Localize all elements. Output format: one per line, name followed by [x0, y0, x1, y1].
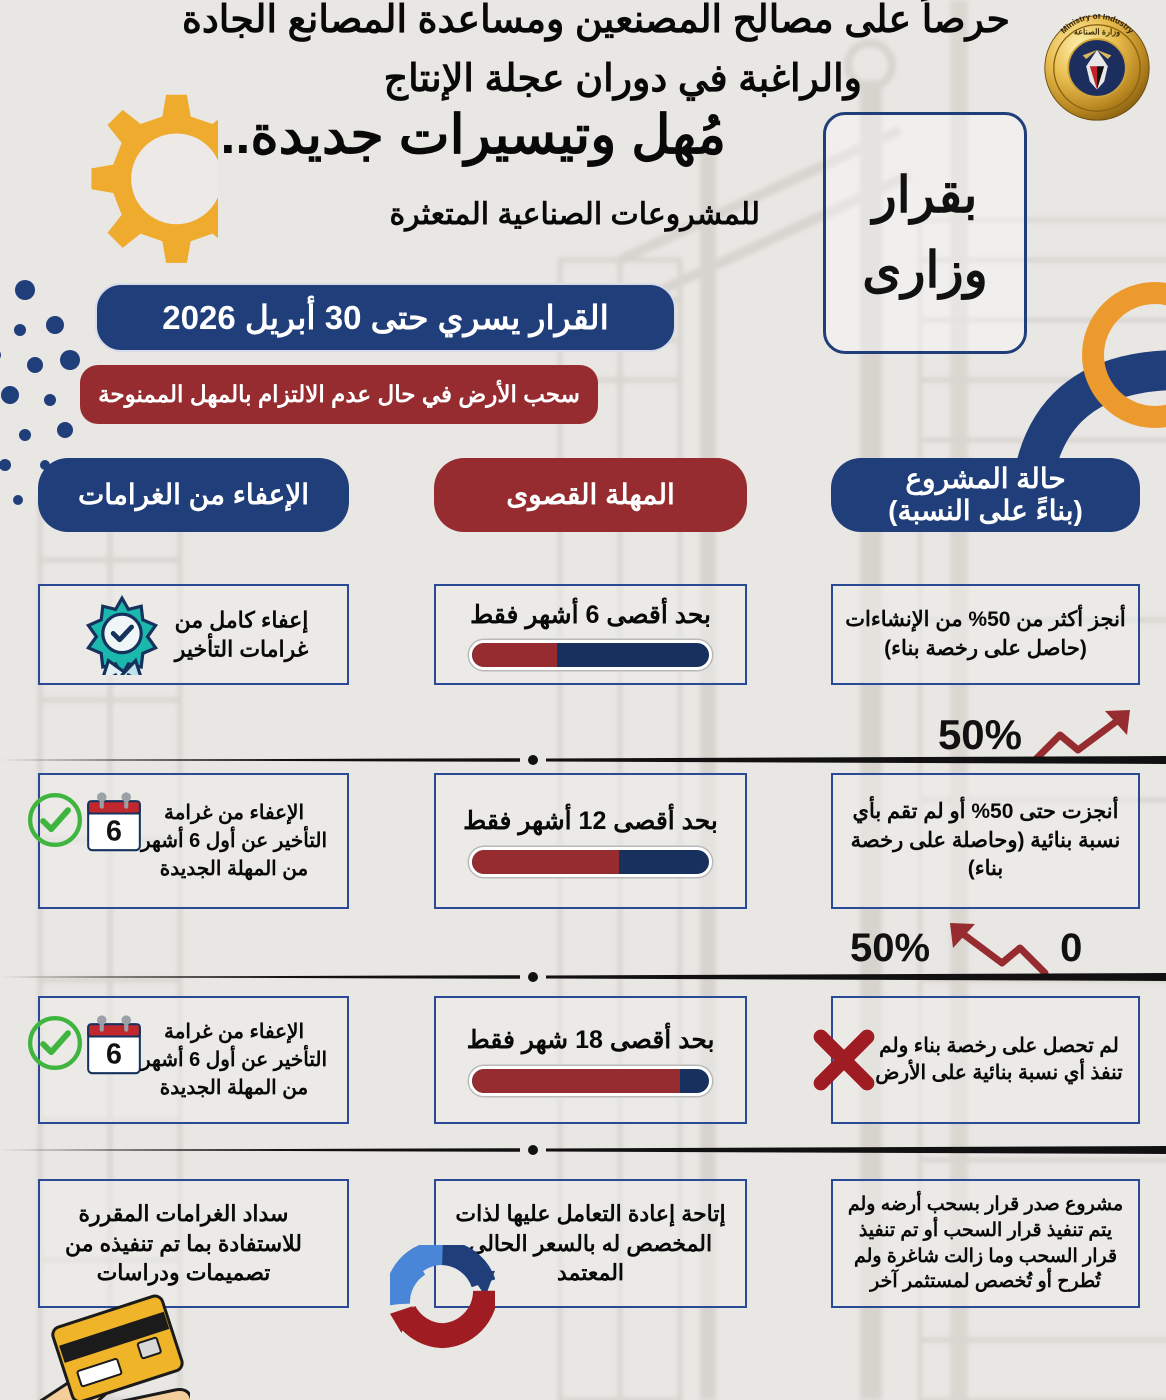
svg-text:6: 6	[106, 1039, 122, 1071]
svg-text:6: 6	[106, 816, 122, 848]
